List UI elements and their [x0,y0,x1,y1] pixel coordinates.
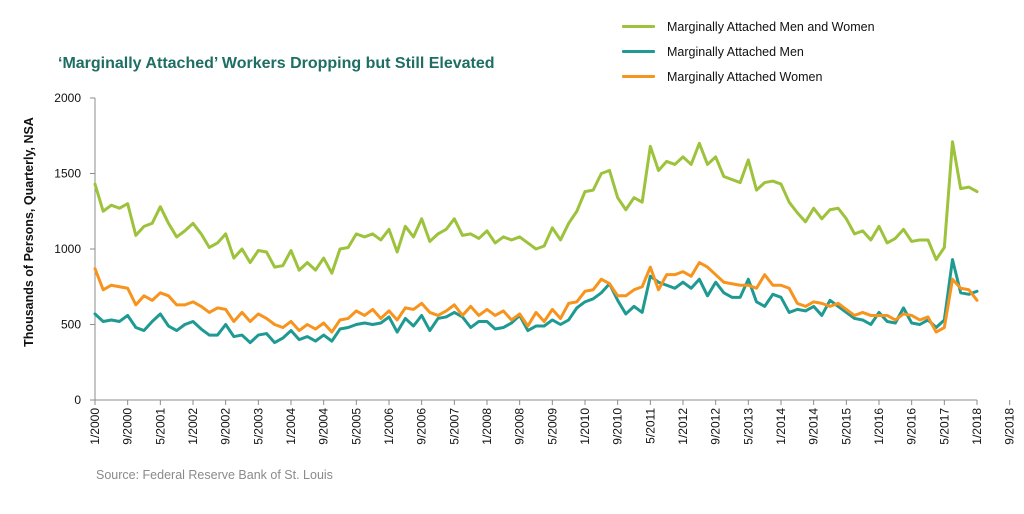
x-tick-label: 9/2000 [121,408,135,445]
y-tick-label: 1500 [54,167,81,181]
x-tick-label: 9/2016 [905,408,919,445]
x-tick-label: 9/2008 [513,408,527,445]
legend-item-men-and-women: Marginally Attached Men and Women [622,14,875,39]
x-tick-label: 1/2000 [88,408,102,445]
x-tick-label: 5/2007 [447,408,461,445]
chart-title: ‘Marginally Attached’ Workers Dropping b… [58,55,495,72]
x-tick-label: 1/2014 [774,408,788,445]
x-tick-label: 5/2003 [251,408,265,445]
series-line-women [93,261,979,334]
x-tick-label: 1/2004 [284,408,298,445]
legend-swatch-women [622,75,655,78]
y-tick-label: 0 [74,393,81,407]
legend-swatch-men [622,50,655,53]
legend-swatch-men-and-women [622,25,655,28]
legend-label-men: Marginally Attached Men [667,44,804,59]
source-note: Source: Federal Reserve Bank of St. Loui… [96,468,333,482]
x-tick-label: 9/2014 [807,408,821,445]
x-tick-label: 1/2016 [872,408,886,445]
series-line-men [93,258,979,345]
x-tick-label: 9/2012 [709,408,723,445]
legend-item-men: Marginally Attached Men [622,39,875,64]
legend-item-women: Marginally Attached Women [622,64,875,89]
x-tick-label: 5/2009 [545,408,559,445]
x-tick-label: 1/2006 [382,408,396,445]
legend: Marginally Attached Men and Women Margin… [622,14,875,89]
x-tick-label: 5/2015 [839,408,853,445]
y-tick-label: 2000 [54,91,81,105]
x-tick-label: 1/2008 [480,408,494,445]
series-line-men-and-women [93,140,979,275]
legend-label-men-and-women: Marginally Attached Men and Women [667,19,875,34]
y-tick-label: 500 [61,318,81,332]
x-tick-label: 1/2018 [970,408,984,445]
x-tick-label: 1/2010 [578,408,592,445]
legend-label-women: Marginally Attached Women [667,69,823,84]
x-tick-label: 5/2013 [741,408,755,445]
x-tick-label: 9/2004 [317,408,331,445]
x-tick-label: 9/2018 [1003,408,1017,445]
x-tick-label: 1/2012 [676,408,690,445]
x-tick-label: 9/2006 [415,408,429,445]
x-tick-label: 5/2011 [643,408,657,444]
y-tick-label: 1000 [54,242,81,256]
x-tick-label: 1/2002 [186,408,200,445]
x-tick-label: 9/2010 [611,408,625,445]
x-tick-label: 5/2001 [153,408,167,445]
x-tick-label: 9/2002 [219,408,233,445]
x-tick-label: 5/2005 [349,408,363,445]
x-tick-label: 5/2017 [937,408,951,445]
